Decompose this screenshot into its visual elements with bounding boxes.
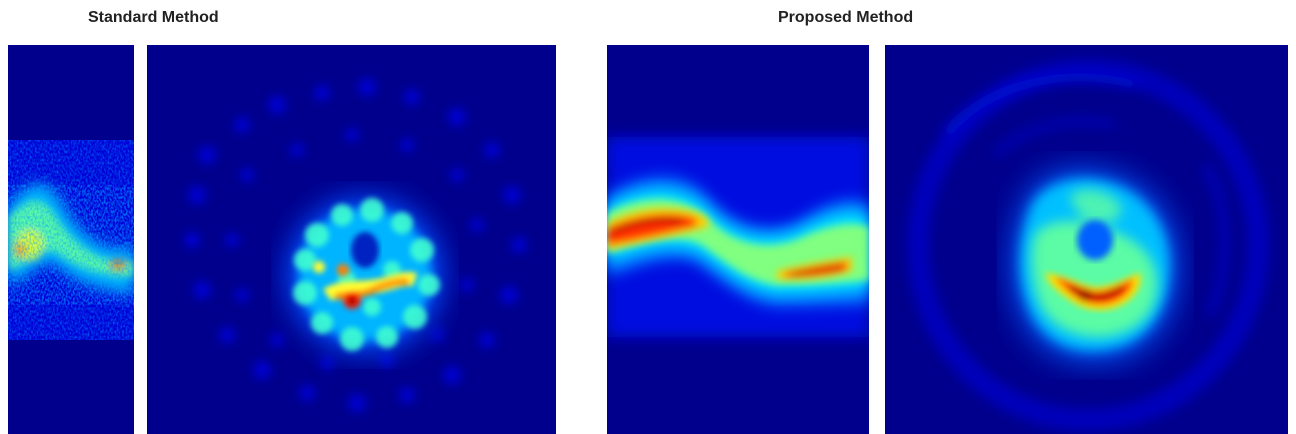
standard-cross-section-image: [147, 45, 556, 434]
proposed-time-profile-image: [607, 45, 869, 434]
proposed-cross-section-image: [885, 45, 1288, 434]
proposed-method-heading: Proposed Method: [778, 9, 914, 26]
standard-method-heading: Standard Method: [88, 9, 219, 26]
standard-time-profile-image: [8, 45, 134, 434]
